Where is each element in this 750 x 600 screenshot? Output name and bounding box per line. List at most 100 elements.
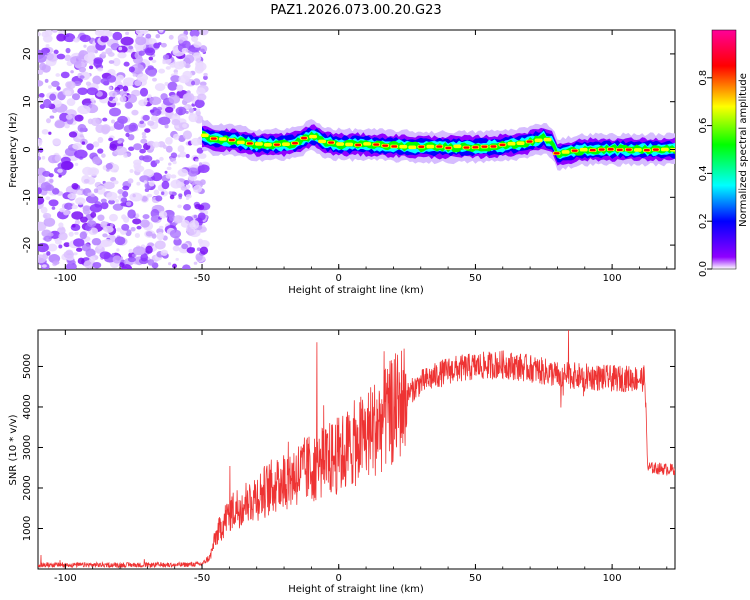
noise-blob: [64, 90, 72, 96]
noise-blob: [122, 85, 129, 92]
noise-blob: [121, 223, 130, 231]
ridge-peak-yellow: [218, 137, 227, 141]
noise-blob: [94, 30, 105, 37]
colorbar-tick-label: 0.2: [698, 213, 709, 229]
noise-blob: [178, 39, 184, 44]
noise-blob: [158, 116, 171, 126]
noise-blob: [38, 156, 42, 161]
ridge-peak-red: [598, 148, 605, 151]
noise-blob: [114, 236, 126, 246]
noise-blob: [147, 69, 157, 77]
colorbar-label: Normalized spectral amplitude: [738, 73, 749, 227]
noise-blob: [52, 108, 58, 113]
noise-blob: [128, 252, 136, 259]
noise-blob: [89, 203, 103, 213]
noise-blob: [71, 224, 76, 228]
noise-blob: [131, 253, 137, 257]
ridge-peak-red: [228, 138, 235, 142]
snr-ytick-label: 1000: [22, 516, 33, 541]
noise-blob: [92, 261, 102, 269]
noise-blob: [164, 124, 169, 129]
noise-blob: [63, 242, 71, 248]
noise-blob: [126, 153, 131, 157]
noise-blob: [140, 253, 148, 262]
noise-blob: [108, 213, 118, 222]
noise-blob: [48, 199, 59, 207]
noise-blob: [136, 181, 141, 186]
noise-blob: [170, 75, 181, 83]
noise-blob: [193, 41, 202, 48]
noise-blob: [148, 38, 157, 45]
ridge-peak-yellow: [254, 142, 263, 146]
noise-blob: [131, 109, 139, 116]
noise-blob: [77, 124, 87, 133]
noise-blob: [103, 181, 115, 190]
noise-blob: [196, 99, 205, 108]
noise-blob: [38, 93, 45, 98]
spectrogram-ytick-label: -20: [22, 237, 33, 253]
noise-blob: [117, 189, 124, 195]
noise-blob: [161, 191, 165, 196]
noise-blob: [191, 35, 199, 43]
noise-blob: [42, 50, 48, 56]
noise-blob: [111, 252, 115, 256]
noise-blob: [48, 131, 52, 135]
noise-blob: [116, 248, 120, 252]
noise-blob: [121, 264, 133, 269]
noise-blob: [57, 168, 63, 173]
noise-blob: [64, 147, 77, 157]
noise-blob: [117, 115, 128, 125]
ridge-peak-red: [373, 143, 380, 146]
noise-blob: [72, 143, 82, 150]
noise-blob: [87, 52, 96, 59]
noise-blob: [63, 33, 76, 43]
noise-blob: [47, 85, 52, 89]
noise-blob: [132, 73, 137, 77]
noise-blob: [93, 57, 104, 65]
ridge-peak-red: [607, 148, 614, 151]
noise-blob: [87, 220, 97, 228]
noise-blob: [92, 229, 97, 234]
noise-blob: [187, 167, 199, 177]
noise-blob: [126, 93, 138, 104]
noise-blob: [77, 257, 85, 265]
noise-blob: [133, 143, 142, 151]
noise-blob: [177, 168, 189, 177]
noise-blob: [90, 194, 95, 198]
ridge-peak-yellow: [363, 142, 372, 146]
noise-blob: [168, 162, 172, 166]
noise-blob: [109, 143, 118, 151]
noise-blob: [181, 47, 189, 53]
ridge-peak-yellow: [336, 142, 345, 146]
noise-blob: [108, 60, 115, 64]
noise-blob: [123, 61, 130, 67]
noise-blob: [49, 115, 55, 119]
noise-blob: [46, 251, 51, 256]
noise-blob: [195, 110, 201, 117]
noise-blob: [141, 135, 147, 139]
noise-blob: [198, 153, 207, 159]
noise-blob: [181, 264, 191, 269]
noise-blob: [38, 32, 41, 37]
noise-blob: [134, 233, 141, 238]
ridge-peak-red: [499, 143, 506, 146]
noise-blob: [165, 66, 171, 70]
noise-blob: [75, 197, 86, 205]
ridge-peak-yellow: [507, 141, 516, 146]
noise-blob: [48, 173, 54, 178]
noise-blob: [52, 138, 61, 146]
noise-blob: [108, 96, 113, 102]
noise-blob: [42, 212, 52, 219]
ridge-peak-red: [571, 149, 578, 152]
noise-blob: [95, 185, 106, 195]
noise-blob: [196, 247, 201, 252]
noise-blob: [185, 196, 190, 201]
noise-blob: [148, 56, 154, 61]
noise-blob: [76, 189, 83, 196]
noise-blob: [65, 47, 71, 54]
noise-blob: [184, 63, 191, 69]
noise-blob: [151, 59, 157, 64]
noise-blob: [63, 250, 75, 259]
ridge-peak-yellow: [453, 144, 462, 149]
noise-blob: [173, 215, 183, 224]
